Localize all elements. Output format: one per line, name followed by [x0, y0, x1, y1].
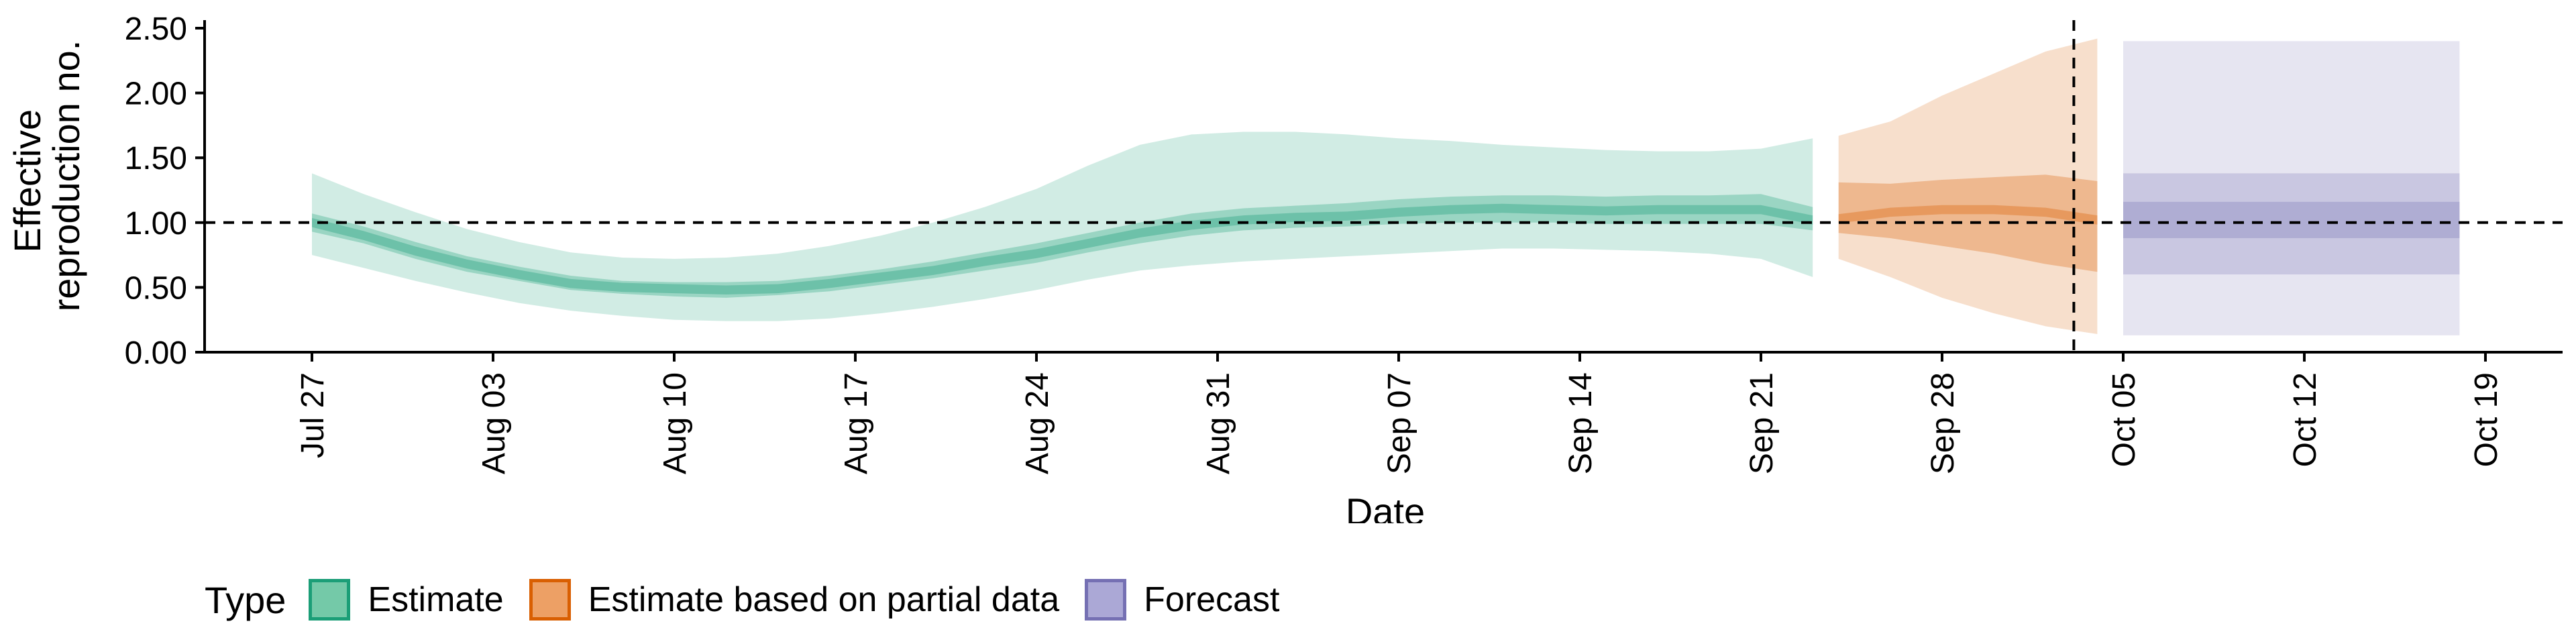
legend-key-estimate: [309, 579, 351, 621]
y-tick-label: 1.50: [125, 141, 187, 176]
forecast-band-50: [2123, 201, 2460, 238]
x-tick-label: Oct 19: [2469, 372, 2504, 467]
legend-title: Type: [205, 578, 286, 621]
y-axis-label-line2: reproduction no.: [45, 40, 87, 312]
x-tick-label: Oct 12: [2288, 372, 2323, 467]
x-tick-label: Sep 28: [1925, 372, 1961, 474]
legend-label-forecast: Forecast: [1144, 580, 1280, 619]
forecast-band-90: [2123, 41, 2460, 335]
x-tick-label: Jul 27: [295, 372, 331, 458]
y-axis-label-line1: Effective: [6, 109, 48, 253]
x-tick-label: Sep 07: [1382, 372, 1417, 474]
x-tick-label: Aug 31: [1201, 372, 1236, 474]
x-tick-label: Sep 21: [1744, 372, 1780, 474]
x-axis-label: Date: [1346, 490, 1425, 523]
x-tick-label: Aug 10: [657, 372, 693, 474]
estimate-band-50: [312, 194, 1813, 298]
legend-item-estimate: Estimate: [309, 579, 504, 621]
legend: Type Estimate Estimate based on partial …: [205, 576, 1305, 624]
rt-chart: 0.00 0.50 1.00 1.50 2.00 2.50 Jul 27 Aug 03 Aug …: [6, 11, 2563, 523]
y-axis-label: Effective reproduction no.: [6, 40, 87, 312]
y-tick-label: 2.00: [125, 76, 187, 112]
y-tick-label: 2.50: [125, 11, 187, 47]
partial-band-50: [1838, 174, 2098, 272]
axes: 0.00 0.50 1.00 1.50 2.00 2.50 Jul 27 Aug 03 Aug …: [125, 11, 2563, 474]
legend-label-estimate: Estimate: [368, 580, 504, 619]
legend-key-forecast: [1085, 579, 1127, 621]
estimate-band-90: [312, 131, 1813, 321]
x-tick-label: Sep 14: [1563, 372, 1599, 474]
x-tick-label: Aug 17: [839, 372, 874, 474]
legend-key-partial: [529, 579, 571, 621]
legend-item-partial: Estimate based on partial data: [529, 579, 1059, 621]
y-tick-label: 0.00: [125, 335, 187, 371]
legend-item-forecast: Forecast: [1085, 579, 1279, 621]
x-tick-label: Aug 03: [476, 372, 512, 474]
x-tick-label: Aug 24: [1020, 372, 1055, 474]
legend-label-partial: Estimate based on partial data: [588, 580, 1060, 619]
x-tick-label: Oct 05: [2106, 372, 2142, 467]
y-tick-label: 1.00: [125, 206, 187, 241]
partial-band-core: [1838, 205, 2098, 225]
estimate-band-core: [312, 203, 1813, 295]
y-tick-label: 0.50: [125, 270, 187, 306]
uncertainty-bands: [312, 38, 2460, 335]
partial-band-90: [1838, 38, 2098, 334]
